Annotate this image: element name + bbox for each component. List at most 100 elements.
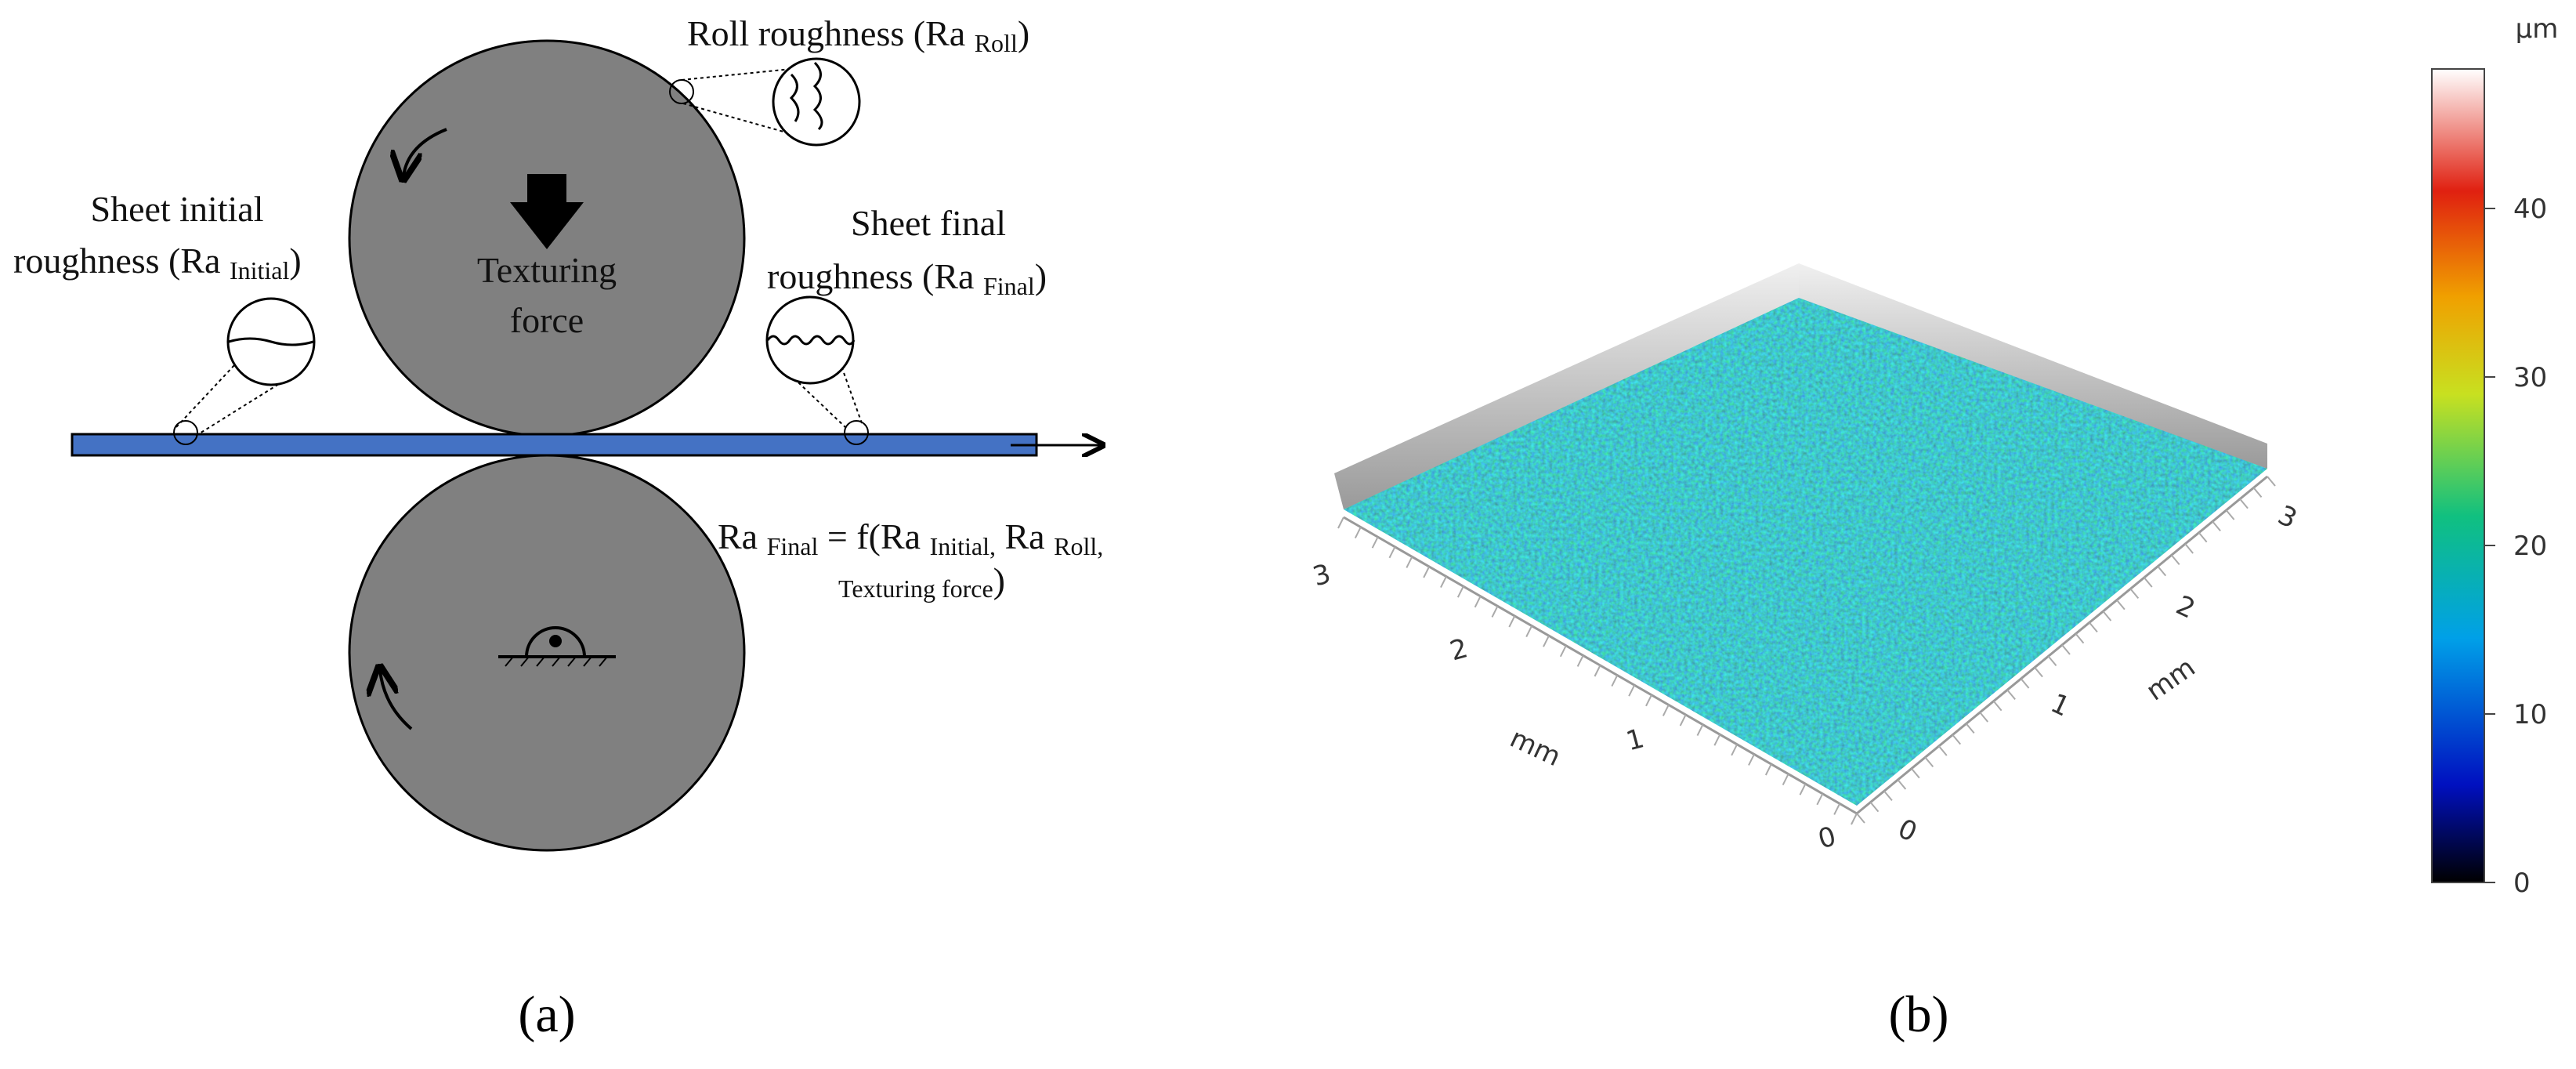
axis-tick <box>1799 783 1807 795</box>
axis-tick <box>2198 532 2208 543</box>
axis-tick <box>1508 615 1516 628</box>
axis-tick <box>1782 774 1789 786</box>
axis-tick <box>2212 520 2221 531</box>
axis-tick <box>1456 585 1464 598</box>
axis-tick <box>1576 654 1584 667</box>
axis-tick <box>1440 576 1447 589</box>
axis-tick-label: 3 <box>1310 558 1334 592</box>
colorbar-tick-label: 20 <box>2513 531 2547 562</box>
colorbar-tick-label: 0 <box>2513 868 2531 899</box>
caption: (b) <box>1889 986 1949 1043</box>
axis-tick <box>1423 566 1431 578</box>
axis-tick <box>2252 487 2263 498</box>
axis-tick <box>1748 753 1755 766</box>
axis-tick <box>1979 712 1988 723</box>
colorbar-tick-label: 10 <box>2513 699 2547 730</box>
axis-tick <box>1952 734 1962 745</box>
rotation-arrow <box>380 670 413 730</box>
axis-tick <box>2075 633 2085 644</box>
axis-tick <box>2267 476 2276 487</box>
axis-tick <box>1851 813 1858 825</box>
axis-tick <box>2116 600 2126 611</box>
axis-tick <box>2225 509 2235 520</box>
colorbar-tick-label: 30 <box>2513 362 2547 393</box>
axis-tick <box>1406 556 1413 568</box>
axis-tick <box>1337 516 1344 529</box>
axis-tick <box>1696 724 1704 737</box>
axis-tick <box>2170 554 2180 565</box>
axis-tick <box>2102 611 2112 621</box>
axis-tick <box>1713 734 1721 746</box>
final-label: roughness (Ra Final) <box>767 256 1047 300</box>
axis-tick <box>2020 678 2030 689</box>
roll-roughness-label: Roll roughness (Ra Roll) <box>687 13 1029 57</box>
axis-tick <box>2129 588 2140 599</box>
axis-tick <box>2157 566 2167 577</box>
axis-tick <box>1992 701 2003 712</box>
axis-tick <box>1628 684 1636 697</box>
magnifier <box>173 57 869 445</box>
axis-tick-label: 2 <box>2171 589 2200 625</box>
axis-tick <box>1679 714 1687 727</box>
axis-tick <box>1594 665 1601 677</box>
surface <box>1344 298 2267 806</box>
axis-tick-label: 1 <box>2046 687 2075 723</box>
axis-tick <box>1911 768 1920 779</box>
axis-tick <box>2034 667 2043 678</box>
axis-tick-label: 3 <box>2273 499 2302 534</box>
formula: Texturing force) <box>838 560 1005 603</box>
axis-tick <box>1525 625 1533 638</box>
axis-unit: mm <box>1505 723 1565 773</box>
bearing <box>498 626 616 667</box>
panel-b: (b) <box>1334 68 2485 1043</box>
formula: Ra Final = f(Ra Initial, Ra Roll, <box>718 516 1103 560</box>
initial-label: roughness (Ra Initial) <box>13 241 302 284</box>
axis-tick <box>1371 536 1379 549</box>
initial-label: Sheet initial <box>90 189 263 229</box>
axis-tick <box>2047 655 2057 666</box>
axis-tick <box>1883 790 1893 801</box>
axis-unit: mm <box>2140 652 2201 708</box>
back-wall <box>1334 263 1799 509</box>
axis-tick <box>1764 763 1772 776</box>
axis-tick <box>1816 793 1824 806</box>
axis-tick-label: 0 <box>1893 813 1922 848</box>
rotation-arrow <box>403 128 447 176</box>
back-wall <box>1799 263 2267 469</box>
axis-tick <box>1559 645 1567 658</box>
caption: (a) <box>518 986 575 1043</box>
force-label: force <box>510 300 584 340</box>
axis-tick <box>2089 621 2098 632</box>
axis-tick <box>1491 605 1499 618</box>
axis-tick <box>2006 689 2016 700</box>
colorbar-tick-label: 40 <box>2513 194 2547 225</box>
axis-tick <box>1543 635 1550 647</box>
axis-tick <box>1938 745 1948 756</box>
axis-tick <box>1869 802 1880 813</box>
axis-tick <box>1662 704 1670 716</box>
axis-tick <box>2061 644 2071 655</box>
bottom-roll <box>348 454 746 852</box>
panel-a: Roll roughness (Ra Roll) Sheet initial r… <box>13 13 1103 1043</box>
force-label: Texturing <box>477 250 617 290</box>
axis-tick <box>1965 723 1975 734</box>
axis-tick <box>2144 577 2153 588</box>
axis-tick-label: 1 <box>1623 723 1648 757</box>
axis-tick <box>1474 596 1482 608</box>
colorbar-unit: μm <box>2516 13 2559 45</box>
axis-tick <box>1833 803 1841 815</box>
axis-tick <box>1354 527 1362 539</box>
axis-tick <box>1611 675 1619 687</box>
axis-tick <box>1924 756 1934 767</box>
axis-tick <box>2184 543 2194 554</box>
axis-tick <box>1388 546 1396 559</box>
sheet <box>71 433 1038 457</box>
axis-tick <box>1897 779 1907 790</box>
final-label: Sheet final <box>851 203 1006 243</box>
axis-tick <box>1856 813 1865 824</box>
axis-tick <box>2239 498 2249 509</box>
axis-tick-label: 0 <box>1815 821 1840 855</box>
axis-tick <box>1645 694 1652 707</box>
axis-tick-label: 2 <box>1447 632 1471 667</box>
